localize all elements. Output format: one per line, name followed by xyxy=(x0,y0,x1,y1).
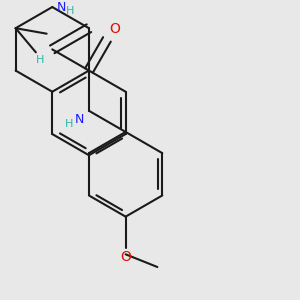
Text: H: H xyxy=(65,119,73,129)
Text: H: H xyxy=(36,55,44,65)
Text: N: N xyxy=(75,113,84,126)
Text: N: N xyxy=(57,1,67,13)
Text: O: O xyxy=(109,22,120,36)
Text: H: H xyxy=(66,6,74,16)
Text: O: O xyxy=(120,250,131,264)
